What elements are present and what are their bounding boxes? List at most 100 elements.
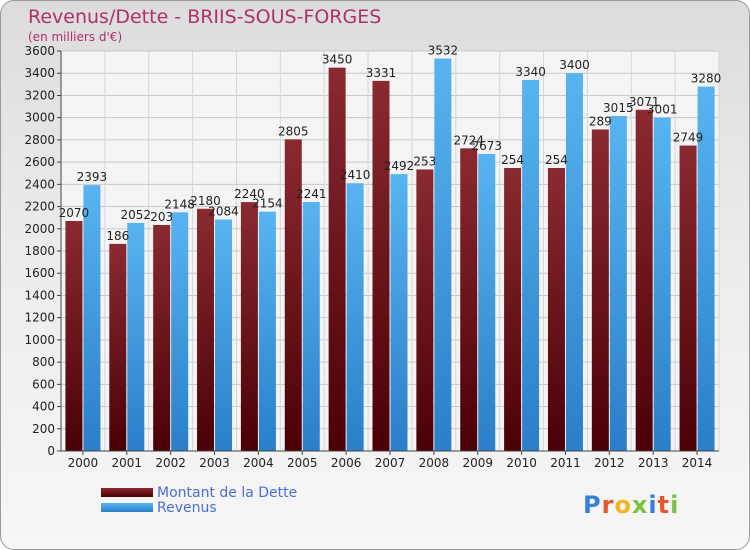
data-label-revenus: 2673 (471, 139, 502, 153)
bar-revenus (565, 73, 583, 451)
bar-dette (197, 208, 215, 451)
logo-letter: r (601, 491, 615, 519)
y-tick-label: 1800 (24, 244, 55, 258)
bar-revenus (215, 219, 233, 451)
data-label-dette: 2070 (59, 206, 90, 220)
bar-revenus (258, 211, 276, 451)
data-label-dette: 253 (413, 154, 436, 168)
y-tick-label: 1600 (24, 266, 55, 280)
data-label-revenus: 2241 (296, 187, 327, 201)
y-tick-label: 0 (47, 444, 55, 458)
x-tick-label: 2014 (682, 456, 713, 470)
y-tick-label: 3600 (24, 44, 55, 58)
y-tick-label: 2400 (24, 177, 55, 191)
data-label-dette: 2180 (190, 194, 221, 208)
x-tick-label: 2008 (419, 456, 450, 470)
data-label-revenus: 2393 (77, 170, 108, 184)
x-tick-label: 2007 (375, 456, 406, 470)
x-tick-label: 2010 (506, 456, 537, 470)
logo-letter: i (648, 491, 658, 519)
bar-revenus (478, 154, 496, 451)
data-label-revenus: 3340 (515, 65, 546, 79)
bars-layer (65, 58, 715, 452)
data-label-dette: 289 (589, 114, 612, 128)
bar-revenus (171, 212, 189, 451)
y-tick-label: 1000 (24, 333, 55, 347)
bar-revenus (609, 116, 627, 451)
bar-dette (460, 148, 478, 452)
bar-dette (240, 202, 258, 451)
y-tick-label: 2600 (24, 155, 55, 169)
y-tick-label: 1400 (24, 288, 55, 302)
y-tick-label: 800 (32, 355, 55, 369)
y-tick-label: 2800 (24, 133, 55, 147)
data-label-revenus: 2052 (121, 208, 152, 222)
bar-revenus (653, 117, 671, 452)
data-label-revenus: 2410 (340, 168, 371, 182)
data-label-revenus: 3400 (559, 58, 590, 72)
data-label-dette: 2724 (453, 133, 484, 147)
x-tick-label: 2013 (638, 456, 669, 470)
y-tick-label: 2200 (24, 200, 55, 214)
bar-dette (504, 168, 522, 451)
bar-dette (635, 109, 653, 452)
data-label-revenus: 3280 (691, 72, 722, 86)
bar-dette (328, 67, 346, 452)
legend-label-dette: Montant de la Dette (157, 485, 298, 501)
data-label-revenus: 2148 (164, 197, 195, 211)
x-tick-label: 2009 (462, 456, 493, 470)
x-tick-label: 2006 (331, 456, 362, 470)
bar-revenus (522, 79, 540, 451)
legend-label-revenus: Revenus (157, 500, 217, 516)
x-tick-label: 2001 (112, 456, 143, 470)
data-label-dette: 203 (150, 210, 173, 224)
bar-dette (547, 168, 565, 451)
bar-dette (372, 80, 390, 451)
y-tick-label: 200 (32, 422, 55, 436)
data-label-revenus: 2492 (384, 159, 415, 173)
bar-revenus (434, 58, 452, 452)
y-tick-label: 2000 (24, 222, 55, 236)
logo-letter: x (631, 491, 649, 519)
data-label-revenus: 3015 (603, 101, 634, 115)
x-tick-label: 2004 (243, 456, 274, 470)
data-label-dette: 2749 (673, 131, 704, 145)
x-tick-label: 2000 (68, 456, 99, 470)
x-tick-label: 2005 (287, 456, 318, 470)
logo-letter: o (614, 491, 632, 519)
data-label-dette: 186 (106, 229, 129, 243)
chart-title: Revenus/Dette - BRIIS-SOUS-FORGES (28, 6, 382, 28)
axis-layer: 0 200 400 600 800 1000 1200 1400 1600 1800 2000 220… (24, 44, 719, 470)
bar-dette (65, 221, 83, 451)
legend-swatch-dette (101, 488, 153, 497)
x-tick-label: 2003 (199, 456, 230, 470)
bar-revenus (697, 86, 715, 452)
legend-swatch-revenus (101, 503, 153, 512)
bar-revenus (302, 202, 320, 451)
bar-dette (679, 145, 697, 452)
data-label-revenus: 2154 (252, 197, 283, 211)
bar-dette (153, 225, 171, 451)
bar-revenus (83, 185, 101, 451)
logo-letter: i (670, 491, 680, 519)
bar-revenus (346, 183, 364, 451)
data-label-dette: 3331 (366, 66, 397, 80)
y-tick-label: 1200 (24, 311, 55, 325)
logo-letter: P (583, 491, 602, 519)
x-tick-label: 2002 (155, 456, 186, 470)
bar-revenus (390, 174, 408, 451)
data-label-revenus: 3001 (647, 103, 678, 117)
grid-layer (60, 50, 720, 452)
x-tick-label: 2012 (594, 456, 625, 470)
data-label-dette: 2805 (278, 124, 309, 138)
y-tick-label: 400 (32, 400, 55, 414)
bar-dette (109, 243, 127, 451)
y-tick-label: 3000 (24, 111, 55, 125)
bar-dette (591, 129, 609, 451)
y-tick-label: 3200 (24, 88, 55, 102)
data-label-revenus: 3532 (428, 44, 459, 58)
x-tick-label: 2011 (550, 456, 581, 470)
